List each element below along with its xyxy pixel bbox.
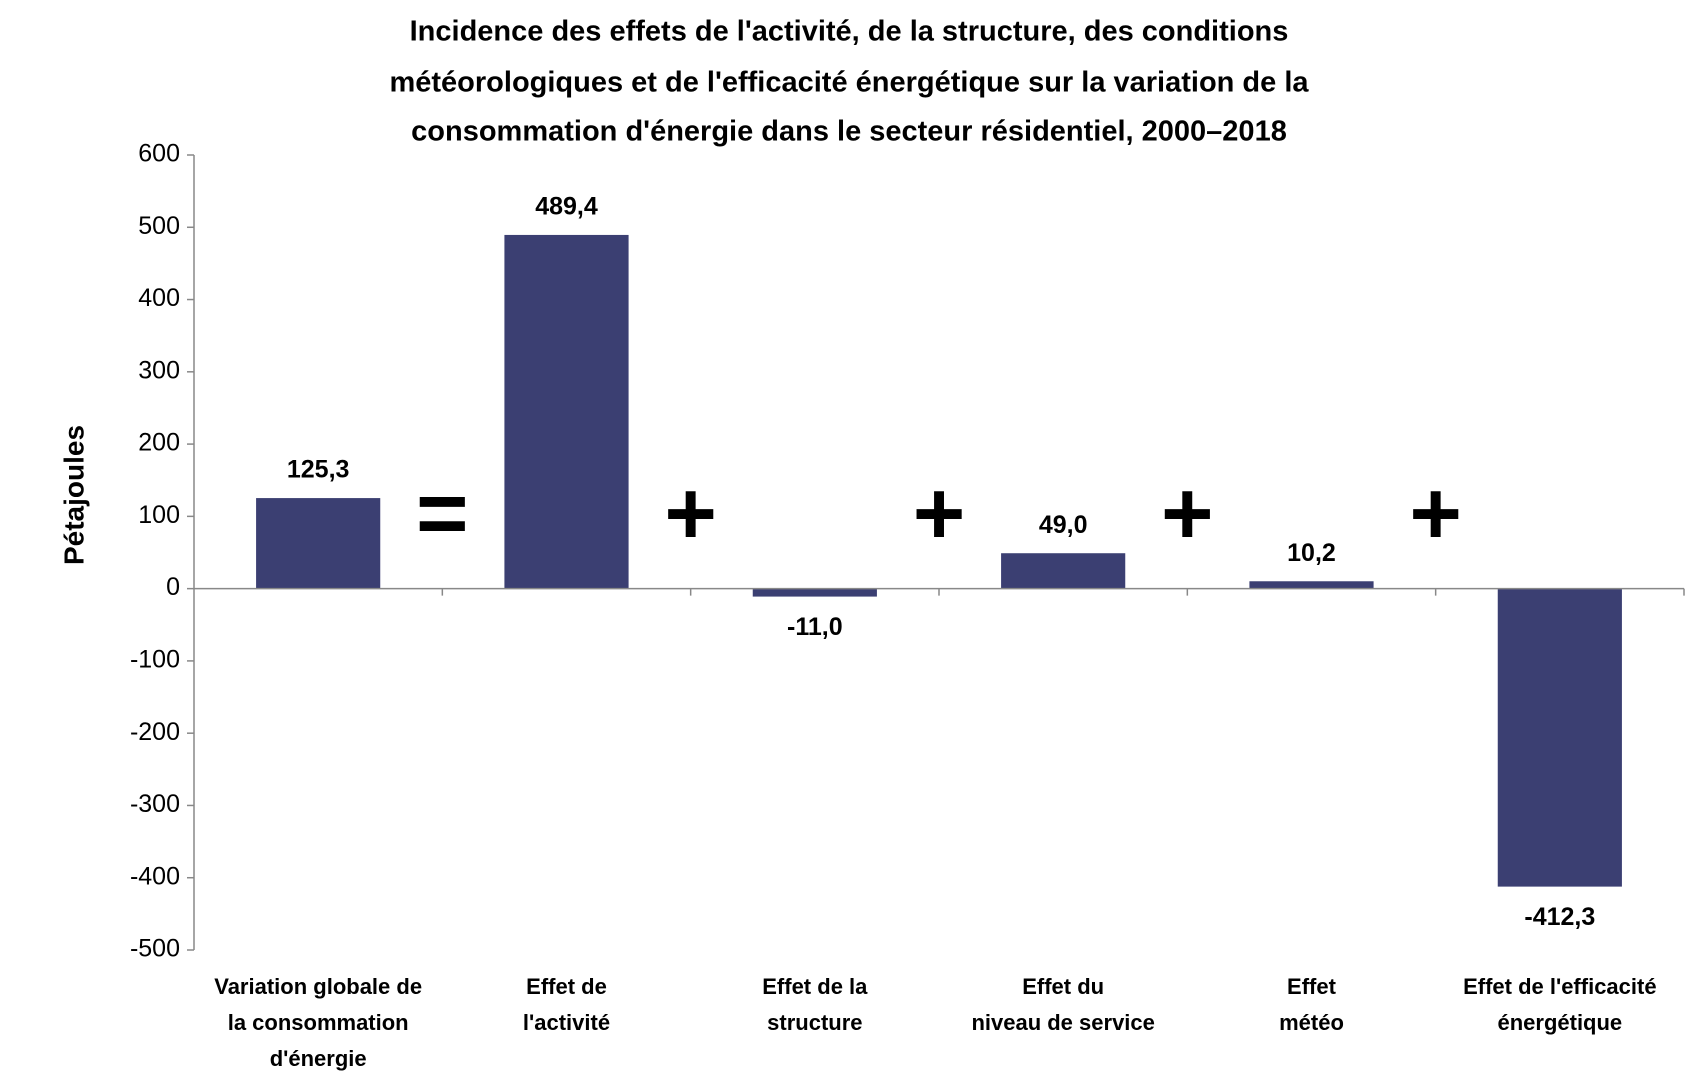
y-tick-label: 600 [138, 140, 180, 168]
operator: = [416, 464, 469, 564]
y-tick-label: 400 [138, 284, 180, 312]
data-label: 10,2 [1287, 539, 1336, 567]
data-label: -11,0 [787, 613, 843, 641]
x-tick-label: d'énergie [270, 1046, 367, 1071]
y-tick-label: -300 [130, 790, 180, 818]
operator: + [1161, 464, 1214, 564]
y-tick-label: -400 [130, 862, 180, 890]
y-axis-label: Pétajoules [58, 425, 89, 565]
bar [1249, 581, 1374, 589]
chart-title: Incidence des effets de l'activité, de l… [410, 16, 1289, 48]
x-tick-label: la consommation [228, 1010, 409, 1035]
y-tick-label: -500 [130, 935, 180, 963]
x-tick-label: Effet du [1022, 974, 1104, 999]
bar [1001, 553, 1126, 589]
operator: + [664, 464, 717, 564]
operator: + [913, 464, 966, 564]
data-label: 125,3 [287, 456, 350, 484]
y-tick-label: -200 [130, 718, 180, 746]
bar [256, 498, 381, 589]
x-tick-label: l'activité [523, 1010, 610, 1035]
bar [1497, 588, 1622, 887]
y-tick-label: -100 [130, 646, 180, 674]
x-tick-label: Variation globale de [214, 974, 422, 999]
x-tick-label: structure [767, 1010, 862, 1035]
y-tick-label: 300 [138, 356, 180, 384]
bar [504, 234, 629, 589]
x-tick-label: Effet [1287, 974, 1337, 999]
x-tick-label: Effet de l'efficacité [1463, 974, 1657, 999]
y-tick-label: 200 [138, 429, 180, 457]
y-tick-label: 0 [166, 573, 180, 601]
chart-title: météorologiques et de l'efficacité énerg… [389, 67, 1309, 99]
chart-title: consommation d'énergie dans le secteur r… [411, 116, 1287, 148]
x-tick-label: Effet de [526, 974, 607, 999]
x-tick-label: Effet de la [762, 974, 868, 999]
bar [752, 588, 877, 597]
data-label: 489,4 [535, 193, 598, 221]
data-label: 49,0 [1039, 511, 1088, 539]
operator: + [1409, 464, 1462, 564]
x-tick-label: météo [1279, 1010, 1344, 1035]
x-tick-label: niveau de service [971, 1010, 1154, 1035]
data-label: -412,3 [1524, 903, 1595, 931]
y-tick-label: 500 [138, 212, 180, 240]
y-tick-label: 100 [138, 501, 180, 529]
x-tick-label: énergétique [1497, 1010, 1622, 1035]
